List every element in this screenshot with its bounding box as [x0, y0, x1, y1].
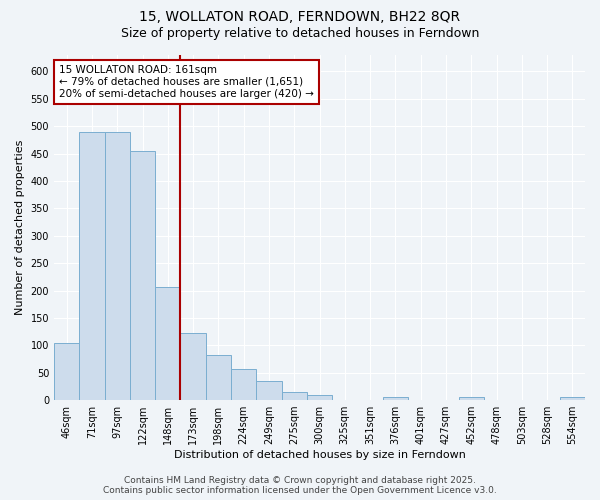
- Text: 15 WOLLATON ROAD: 161sqm
← 79% of detached houses are smaller (1,651)
20% of sem: 15 WOLLATON ROAD: 161sqm ← 79% of detach…: [59, 66, 314, 98]
- Bar: [383, 398, 408, 400]
- Bar: [281, 392, 307, 400]
- Bar: [104, 132, 130, 400]
- Text: 15, WOLLATON ROAD, FERNDOWN, BH22 8QR: 15, WOLLATON ROAD, FERNDOWN, BH22 8QR: [139, 10, 461, 24]
- Y-axis label: Number of detached properties: Number of detached properties: [15, 140, 25, 315]
- Bar: [130, 151, 155, 400]
- X-axis label: Distribution of detached houses by size in Ferndown: Distribution of detached houses by size …: [173, 450, 466, 460]
- Text: Size of property relative to detached houses in Ferndown: Size of property relative to detached ho…: [121, 28, 479, 40]
- Bar: [155, 286, 181, 400]
- Text: Contains HM Land Registry data © Crown copyright and database right 2025.
Contai: Contains HM Land Registry data © Crown c…: [103, 476, 497, 495]
- Bar: [458, 398, 484, 400]
- Bar: [231, 369, 256, 400]
- Bar: [54, 342, 79, 400]
- Bar: [206, 355, 231, 400]
- Bar: [181, 334, 206, 400]
- Bar: [256, 381, 281, 400]
- Bar: [560, 398, 585, 400]
- Bar: [79, 132, 104, 400]
- Bar: [307, 394, 332, 400]
